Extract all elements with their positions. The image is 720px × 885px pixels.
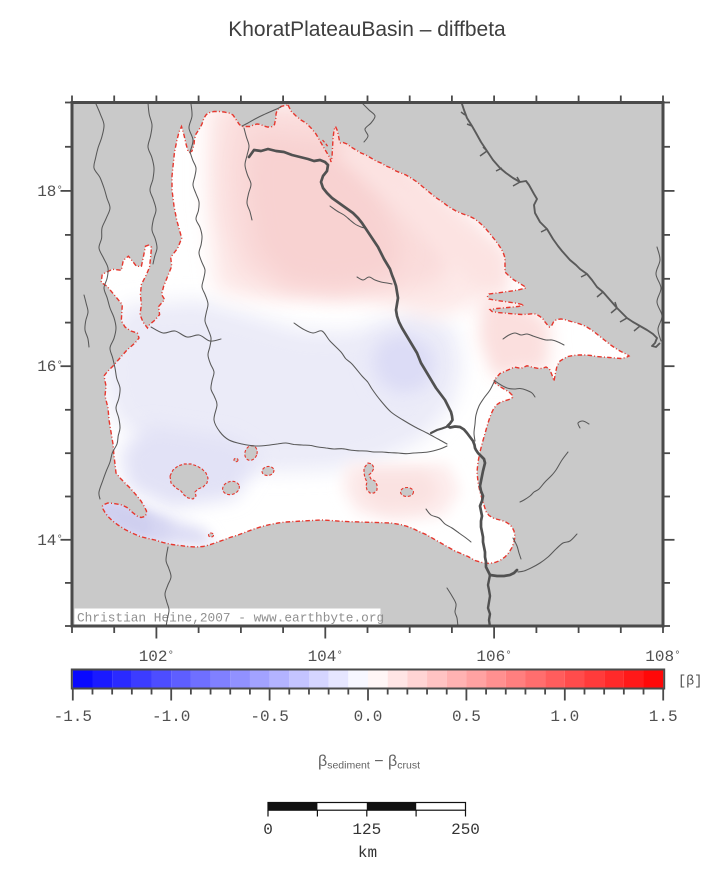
svg-text:108°: 108° <box>645 648 680 666</box>
svg-text:km: km <box>358 844 377 862</box>
svg-text:0: 0 <box>263 821 273 839</box>
svg-text:106°: 106° <box>476 648 511 666</box>
svg-text:102°: 102° <box>139 648 174 666</box>
svg-text:-1.5: -1.5 <box>54 708 92 726</box>
svg-text:0.0: 0.0 <box>354 708 383 726</box>
svg-text:18°: 18° <box>37 183 63 201</box>
svg-text:16°: 16° <box>37 358 63 376</box>
svg-text:1.0: 1.0 <box>550 708 579 726</box>
svg-text:KhoratPlateauBasin – diffbeta: KhoratPlateauBasin – diffbeta <box>228 18 506 41</box>
svg-text:0.5: 0.5 <box>452 708 481 726</box>
svg-text:1.5: 1.5 <box>649 708 678 726</box>
svg-text:104°: 104° <box>308 648 343 666</box>
svg-text:-1.0: -1.0 <box>152 708 190 726</box>
svg-text:14°: 14° <box>37 532 63 550</box>
svg-text:250: 250 <box>451 821 480 839</box>
svg-text:Christian Heine,2007 - www.ear: Christian Heine,2007 - www.earthbyte.org <box>77 611 384 626</box>
svg-text:[β]: [β] <box>678 675 702 690</box>
svg-text:125: 125 <box>352 821 381 839</box>
svg-text:-0.5: -0.5 <box>250 708 288 726</box>
